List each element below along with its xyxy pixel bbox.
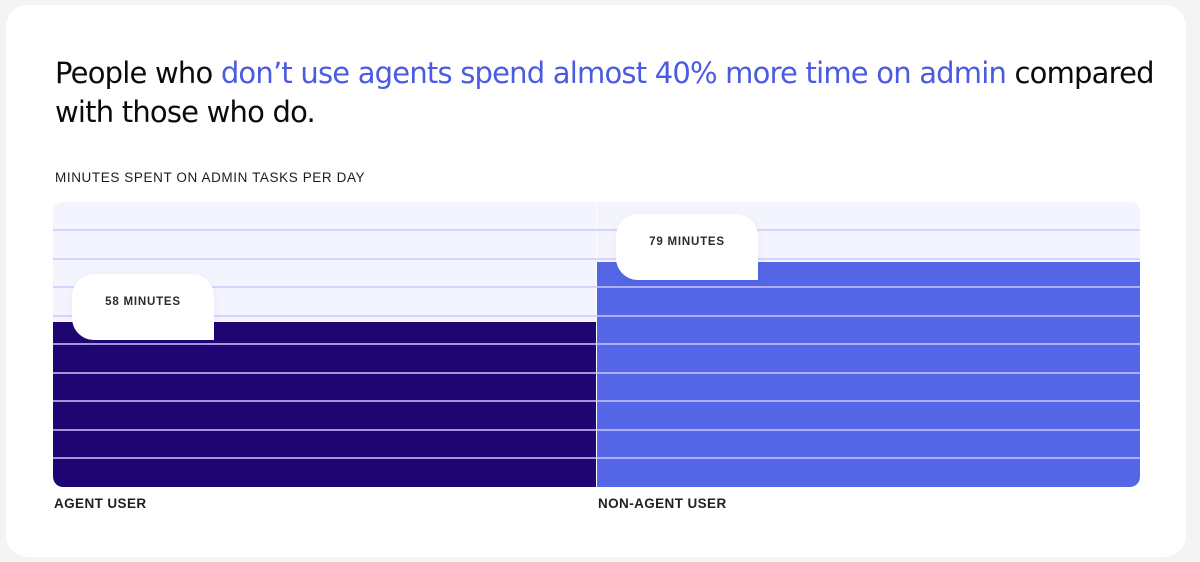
category-label-non-agent-user: NON-AGENT USER [598,496,727,511]
chart-headline: People who don’t use agents spend almost… [55,54,1200,132]
headline-highlight: don’t use agents spend almost 40% more t… [220,56,1007,90]
bar-non-agent-user [597,262,1140,487]
data-label-non-agent-user: 79 MINUTES [616,214,758,280]
headline-part-1: People who [55,56,221,90]
headline-part-2: compared with those who do. [55,56,1155,129]
data-label-agent-user: 58 MINUTES [72,274,214,340]
chart-subtitle: MINUTES SPENT ON ADMIN TASKS PER DAY [55,170,366,185]
bar-agent-user [53,322,596,487]
category-label-agent-user: AGENT USER [54,496,147,511]
bar-separator [596,202,597,487]
plot-area [53,202,1140,487]
